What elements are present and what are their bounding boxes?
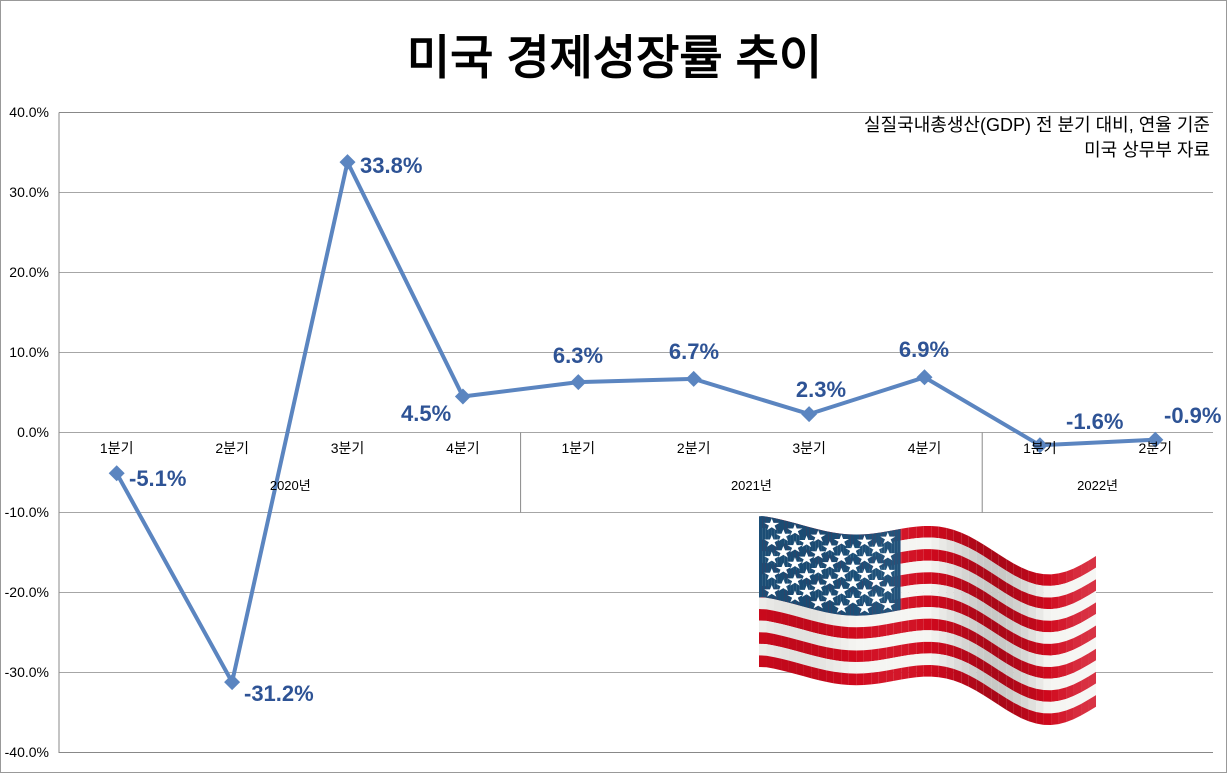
svg-text:-5.1%: -5.1%: [129, 466, 186, 491]
svg-text:2021년: 2021년: [731, 478, 772, 493]
svg-text:33.8%: 33.8%: [360, 153, 422, 178]
svg-text:2020년: 2020년: [270, 478, 311, 493]
svg-text:0.0%: 0.0%: [17, 424, 49, 440]
svg-text:6.3%: 6.3%: [553, 343, 603, 368]
svg-text:-40.0%: -40.0%: [5, 744, 49, 760]
svg-text:6.9%: 6.9%: [899, 337, 949, 362]
svg-text:-31.2%: -31.2%: [244, 681, 314, 706]
svg-text:1분기: 1분기: [1023, 440, 1057, 456]
svg-text:-1.6%: -1.6%: [1066, 409, 1123, 434]
svg-text:1분기: 1분기: [562, 440, 596, 456]
svg-text:-20.0%: -20.0%: [5, 584, 49, 600]
svg-text:20.0%: 20.0%: [9, 264, 49, 280]
svg-text:40.0%: 40.0%: [9, 104, 49, 120]
svg-text:-10.0%: -10.0%: [5, 504, 49, 520]
svg-text:3분기: 3분기: [331, 440, 365, 456]
svg-text:1분기: 1분기: [100, 440, 134, 456]
svg-text:4분기: 4분기: [908, 440, 942, 456]
svg-text:2022년: 2022년: [1077, 478, 1118, 493]
svg-text:2분기: 2분기: [677, 440, 711, 456]
svg-text:2분기: 2분기: [215, 440, 249, 456]
svg-text:4.5%: 4.5%: [401, 401, 451, 426]
svg-text:10.0%: 10.0%: [9, 344, 49, 360]
svg-text:2.3%: 2.3%: [796, 377, 846, 402]
svg-text:30.0%: 30.0%: [9, 184, 49, 200]
svg-text:-30.0%: -30.0%: [5, 664, 49, 680]
svg-text:2분기: 2분기: [1139, 440, 1173, 456]
svg-text:4분기: 4분기: [446, 440, 480, 456]
svg-text:-0.9%: -0.9%: [1164, 403, 1221, 428]
svg-text:6.7%: 6.7%: [669, 339, 719, 364]
svg-text:3분기: 3분기: [792, 440, 826, 456]
